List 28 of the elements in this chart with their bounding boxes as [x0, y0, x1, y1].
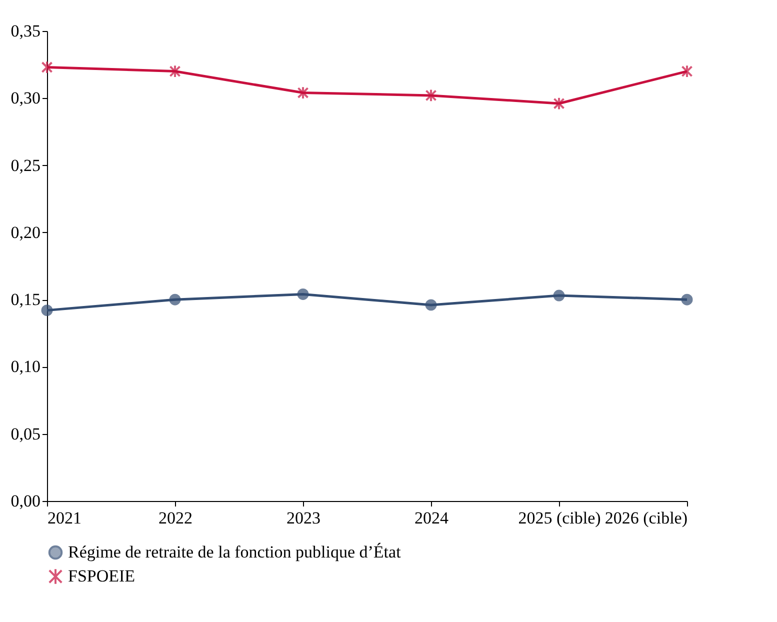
point [297, 86, 309, 100]
y-tick-label: 0,25 [10, 156, 40, 175]
point [169, 64, 181, 78]
point [297, 288, 309, 300]
x-tick-label: 2021 [48, 508, 82, 528]
point [553, 96, 565, 110]
point [553, 290, 565, 302]
x-tick-label: 2024 [414, 508, 449, 528]
point [425, 88, 437, 102]
x-tick-label: 2022 [158, 508, 192, 528]
point [41, 60, 53, 74]
point [681, 64, 693, 78]
point [41, 304, 53, 316]
x-tick-label: 2025 (cible) [518, 508, 601, 528]
y-tick-label: 0,00 [10, 492, 40, 510]
y-tick-label: 0,30 [10, 88, 40, 108]
point [425, 299, 437, 311]
legend-label: FSPOEIE [68, 566, 136, 586]
point [169, 294, 181, 306]
y-tick-label: 0,35 [10, 22, 40, 40]
y-tick-label: 0,05 [10, 424, 40, 444]
point [681, 294, 693, 306]
y-tick-label: 0,10 [10, 357, 40, 376]
y-tick-label: 0,15 [10, 290, 40, 310]
y-tick-label: 0,20 [10, 222, 40, 242]
legend-label: Régime de retraite de la fonction publique d’État [68, 542, 402, 562]
x-tick-label: 2026 (cible) [604, 508, 688, 528]
x-tick-label: 2023 [286, 508, 320, 528]
